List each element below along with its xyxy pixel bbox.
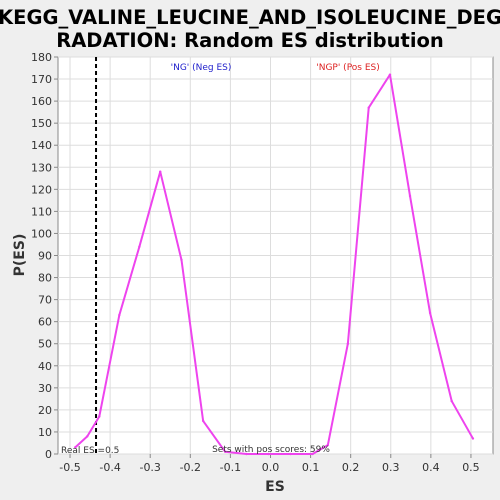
y-tick-label: 0 bbox=[45, 448, 52, 461]
y-tick-label: 150 bbox=[31, 117, 52, 130]
y-tick-label: 140 bbox=[31, 139, 52, 152]
pos-es-annotation: 'NGP' (Pos ES) bbox=[316, 63, 380, 73]
y-axis-label: P(ES) bbox=[12, 234, 28, 277]
data-point bbox=[367, 106, 370, 109]
data-point bbox=[223, 450, 227, 453]
x-tick-label: -0.3 bbox=[139, 461, 160, 474]
x-tick-label: 0.3 bbox=[382, 461, 400, 474]
x-tick-label: -0.4 bbox=[99, 461, 120, 474]
data-point bbox=[450, 399, 453, 403]
data-point bbox=[180, 258, 183, 262]
data-point bbox=[98, 415, 101, 418]
data-point bbox=[289, 452, 292, 456]
data-point bbox=[346, 342, 350, 345]
chart-title-line-2: RADATION: Random ES distribution bbox=[56, 29, 444, 52]
x-tick-label: 0.1 bbox=[302, 461, 320, 474]
data-point bbox=[74, 446, 77, 449]
series-lines bbox=[74, 73, 475, 456]
data-point bbox=[201, 419, 205, 423]
data-point bbox=[245, 452, 248, 456]
data-point bbox=[428, 311, 432, 315]
y-tick-label: 50 bbox=[38, 338, 52, 351]
data-point bbox=[388, 73, 392, 76]
y-tick-label: 130 bbox=[31, 161, 52, 174]
y-tick-label: 90 bbox=[38, 250, 52, 263]
y-tick-label: 170 bbox=[31, 73, 52, 86]
y-tick-label: 160 bbox=[31, 95, 52, 108]
sets-with-pos-scores: Sets with pos scores: 59% bbox=[212, 445, 330, 455]
x-tick-label: 0.4 bbox=[422, 461, 440, 474]
y-tick-label: 30 bbox=[38, 382, 52, 395]
x-tick-label: -0.5 bbox=[59, 461, 80, 474]
data-point bbox=[138, 245, 141, 248]
real-es-label: Real ES =0.5 bbox=[61, 446, 119, 456]
y-axis-ticks: 0 10 20 30 40 50 60 70 80 90 100 110 120 130 140 150 160… bbox=[31, 51, 58, 461]
data-point bbox=[86, 435, 89, 438]
x-axis-label: ES bbox=[265, 479, 285, 495]
data-point bbox=[159, 170, 162, 173]
data-point bbox=[267, 452, 270, 456]
y-tick-label: 70 bbox=[38, 294, 52, 307]
y-tick-label: 110 bbox=[31, 205, 52, 218]
y-tick-label: 10 bbox=[38, 426, 52, 439]
y-tick-label: 100 bbox=[31, 227, 52, 240]
y-tick-label: 40 bbox=[38, 360, 52, 373]
data-point bbox=[326, 443, 330, 447]
y-tick-label: 20 bbox=[38, 404, 52, 417]
x-tick-label: 0.5 bbox=[462, 461, 480, 474]
x-tick-label: -0.1 bbox=[220, 461, 241, 474]
x-tick-label: 0.2 bbox=[342, 461, 360, 474]
y-tick-label: 60 bbox=[38, 316, 52, 329]
y-tick-label: 180 bbox=[31, 51, 52, 64]
x-tick-label: 0.0 bbox=[262, 461, 280, 474]
data-point bbox=[118, 313, 121, 317]
data-point bbox=[311, 452, 314, 456]
x-axis-ticks: -0.5 -0.4 -0.3 -0.2 -0.1 0.0 0.1 0.2 0.3 0.4 0.5 bbox=[59, 454, 480, 474]
chart-title-line-1: KEGG_VALINE_LEUCINE_AND_ISOLEUCINE_DEG bbox=[0, 6, 500, 29]
y-tick-label: 80 bbox=[38, 272, 52, 285]
neg-es-annotation: 'NG' (Neg ES) bbox=[171, 63, 232, 73]
x-tick-label: -0.2 bbox=[180, 461, 201, 474]
data-point bbox=[408, 194, 412, 198]
data-point bbox=[471, 437, 475, 440]
y-tick-label: 120 bbox=[31, 183, 52, 196]
